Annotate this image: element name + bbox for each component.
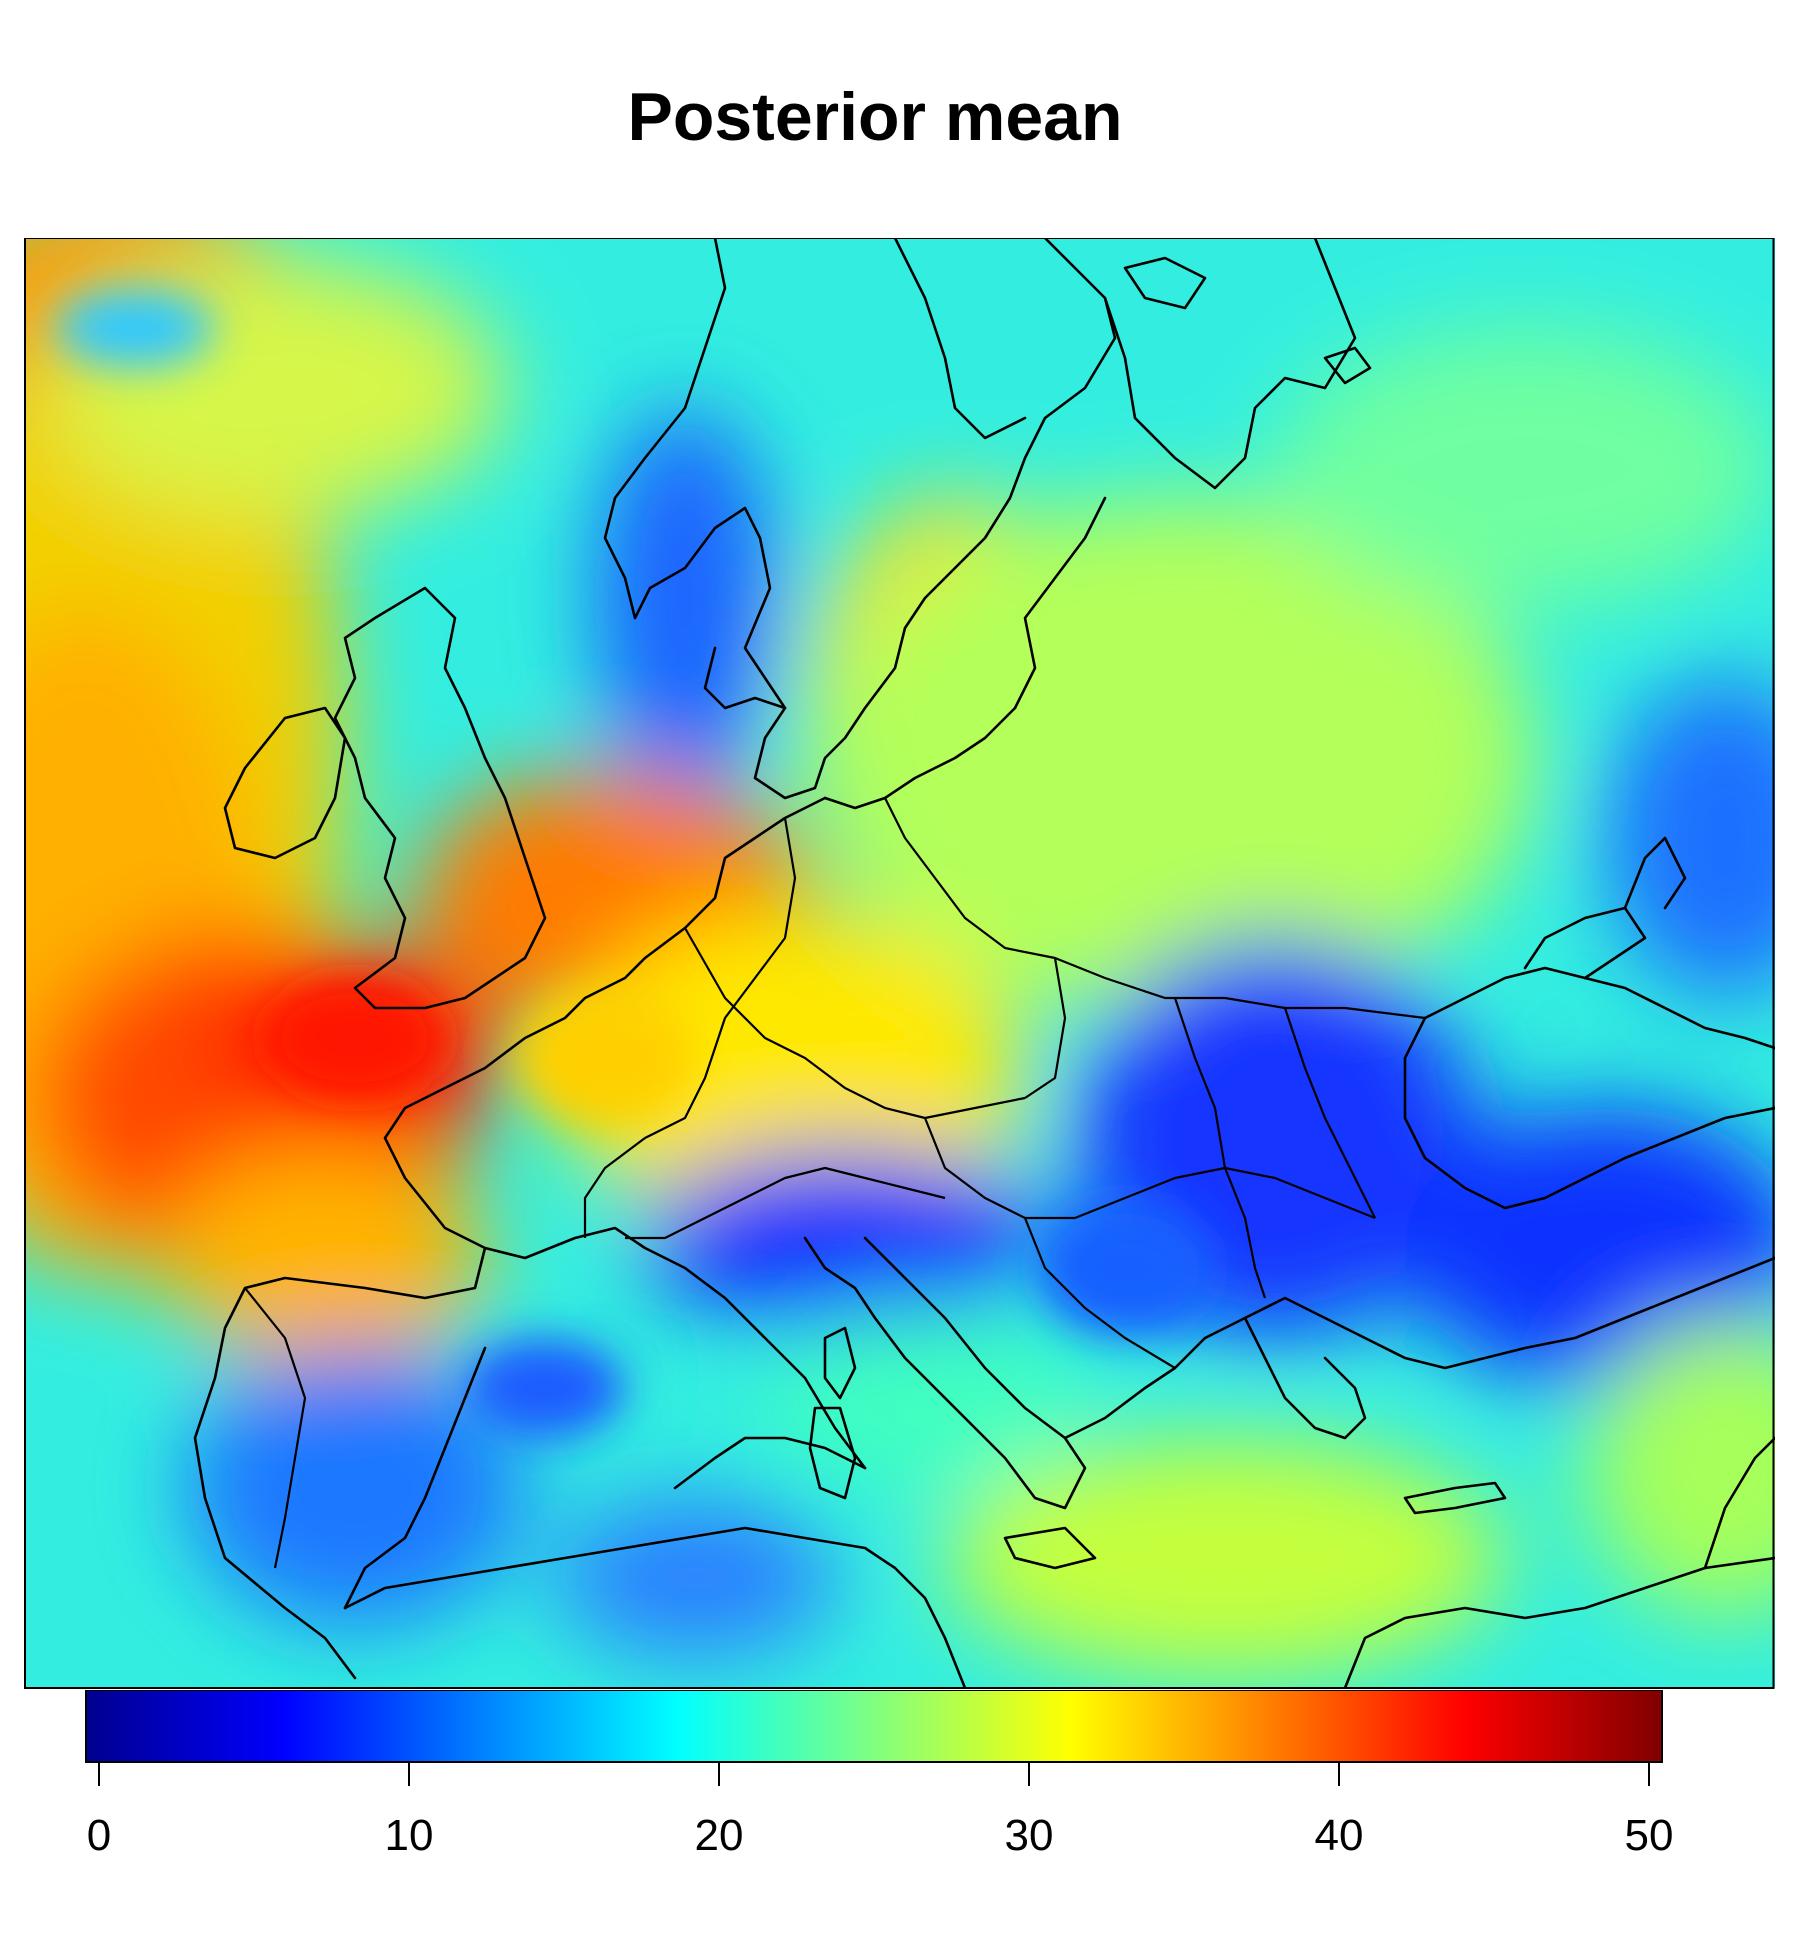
colorbar-tick-label-1: 10 xyxy=(385,1811,434,1860)
map-frame xyxy=(24,238,1775,1689)
heatmap-field xyxy=(25,238,1775,1688)
colorbar-tick-label-3: 30 xyxy=(1005,1811,1054,1860)
country-borders xyxy=(244,797,1426,1569)
colorbar-tick-label-4: 40 xyxy=(1315,1811,1364,1860)
colorbar-tick-label-5: 50 xyxy=(1625,1811,1674,1860)
colorbar-tick-label-2: 20 xyxy=(695,1811,744,1860)
map-panel xyxy=(24,238,1775,1689)
page-title: Posterior mean xyxy=(627,79,1123,155)
coastlines xyxy=(193,238,1775,1688)
colorbar-ticks: 0 10 20 30 40 50 xyxy=(87,1762,1674,1860)
colorbar-tick-label-0: 0 xyxy=(87,1811,111,1860)
colorbar: 0 10 20 30 40 50 xyxy=(85,1690,1674,1860)
colorbar-gradient xyxy=(85,1690,1663,1763)
